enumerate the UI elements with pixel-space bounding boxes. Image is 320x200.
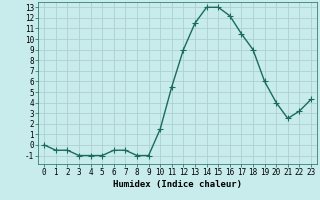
X-axis label: Humidex (Indice chaleur): Humidex (Indice chaleur) [113,180,242,189]
